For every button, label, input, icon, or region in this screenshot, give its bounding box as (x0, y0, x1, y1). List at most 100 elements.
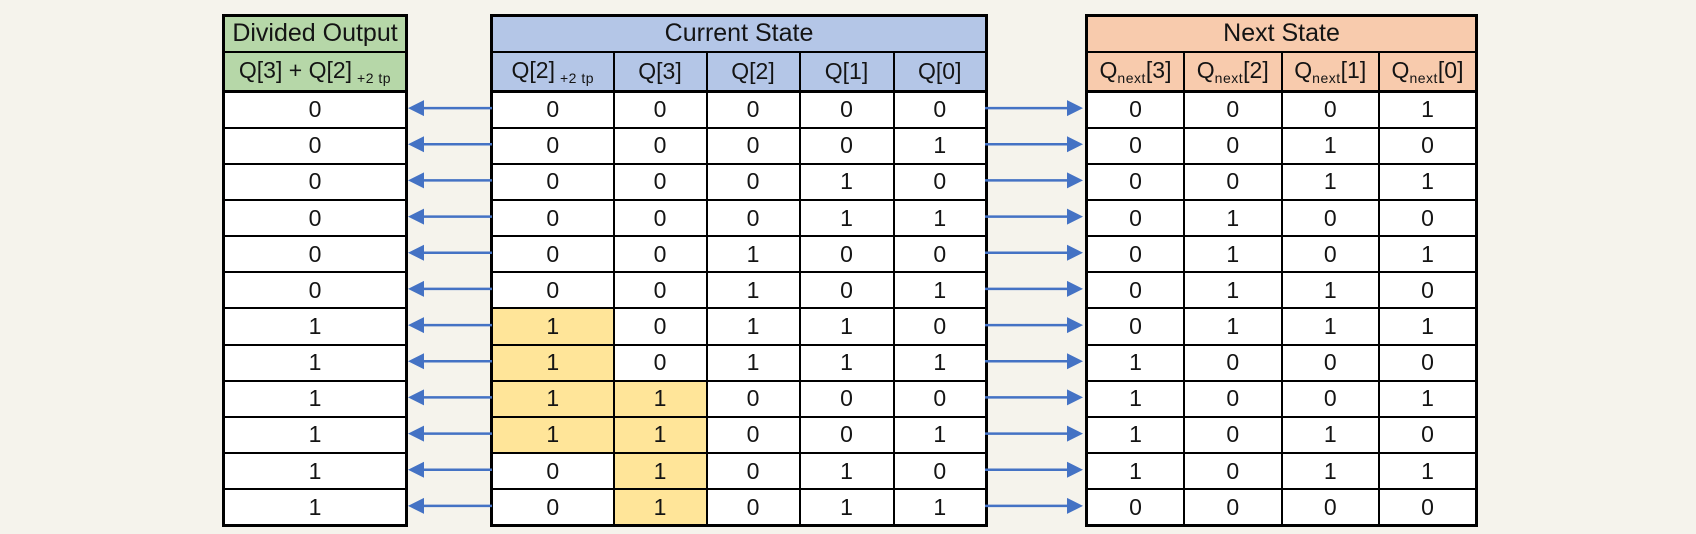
bit-cell: 1 (1378, 162, 1478, 201)
bit-cell: 1 (1085, 452, 1185, 491)
bit-cell: 1 (798, 343, 895, 382)
table-row: 0 (222, 126, 408, 165)
bit-cell: 0 (612, 271, 708, 310)
left-arrow-icon (408, 389, 492, 406)
left-arrow-icon (408, 425, 492, 442)
bit-cell: 0 (705, 379, 801, 418)
bit-cell: 0 (222, 162, 408, 201)
column-header: Q[1] (798, 50, 895, 93)
bit-cell: 1 (892, 488, 988, 527)
bit-cell: 0 (612, 198, 708, 238)
left-arrow-icon (408, 280, 492, 297)
left-arrow-icon (408, 461, 492, 478)
bit-cell: 1 (798, 452, 895, 491)
bit-cell: 0 (612, 126, 708, 165)
left-arrow-icon (408, 317, 492, 334)
bit-cell: 0 (1280, 379, 1380, 418)
bit-cell: 1 (1085, 343, 1185, 382)
bit-cell: 1 (612, 415, 708, 455)
current-state-header-row: Q[2] +2 tp Q[3] Q[2] Q[1] Q[0] (490, 50, 988, 93)
column-header: Q[0] (892, 50, 988, 93)
left-arrow-icon (408, 172, 492, 189)
bit-cell: 0 (612, 162, 708, 201)
bit-cell: 0 (1085, 488, 1185, 527)
column-header: Q[2] +2 tp (490, 50, 615, 93)
right-arrow-icon (985, 244, 1083, 261)
bit-cell: 0 (490, 198, 615, 238)
bit-cell: 1 (798, 198, 895, 238)
bit-cell: 1 (490, 307, 615, 346)
right-arrow-icon (985, 136, 1083, 153)
column-header: Qnext[0] (1378, 50, 1478, 93)
bit-cell: 1 (1378, 90, 1478, 129)
bit-cell: 1 (490, 415, 615, 455)
right-arrow-icon (985, 389, 1083, 406)
bit-cell: 0 (1085, 307, 1185, 346)
bit-cell: 0 (1183, 379, 1283, 418)
bit-cell: 1 (1280, 415, 1380, 455)
bit-cell: 0 (705, 162, 801, 201)
bit-cell: 1 (1280, 307, 1380, 346)
left-arrow-icon (408, 353, 492, 370)
bit-cell: 1 (1280, 162, 1380, 201)
bit-cell: 0 (612, 343, 708, 382)
bit-cell: 0 (1378, 343, 1478, 382)
bit-cell: 1 (1378, 379, 1478, 418)
column-header: Qnext[2] (1183, 50, 1283, 93)
bit-cell: 1 (222, 415, 408, 455)
bit-cell: 0 (1280, 198, 1380, 238)
bit-cell: 1 (1378, 235, 1478, 274)
bit-cell: 1 (892, 343, 988, 382)
bit-cell: 1 (490, 343, 615, 382)
bit-cell: 0 (1183, 488, 1283, 527)
table-row: 1 (222, 343, 408, 382)
right-arrow-icon (985, 353, 1083, 370)
bit-cell: 1 (1280, 271, 1380, 310)
right-arrow-icon (985, 208, 1083, 225)
bit-cell: 0 (892, 162, 988, 201)
right-arrow-icon (985, 172, 1083, 189)
bit-cell: 0 (490, 126, 615, 165)
bit-cell: 1 (222, 343, 408, 382)
bit-cell: 1 (705, 307, 801, 346)
bit-cell: 0 (798, 126, 895, 165)
table-row: 0 (222, 90, 408, 129)
bit-cell: 0 (892, 307, 988, 346)
bit-cell: 0 (222, 126, 408, 165)
table-row: 1 (222, 307, 408, 346)
bit-cell: 0 (1183, 415, 1283, 455)
bit-cell: 0 (1085, 235, 1185, 274)
table-row: 1 (222, 379, 408, 418)
bit-cell: 1 (1280, 126, 1380, 165)
bit-cell: 0 (892, 90, 988, 129)
bit-cell: 0 (1183, 162, 1283, 201)
bit-cell: 0 (222, 198, 408, 238)
bit-cell: 0 (1183, 90, 1283, 129)
bit-cell: 1 (798, 488, 895, 527)
current-to-divided-arrows (408, 100, 492, 514)
bit-cell: 1 (1280, 452, 1380, 491)
bit-cell: 0 (612, 235, 708, 274)
table-row: 0 (222, 162, 408, 201)
bit-cell: 0 (490, 271, 615, 310)
table-row: 0 (222, 198, 408, 238)
bit-cell: 1 (1378, 307, 1478, 346)
bit-cell: 0 (1378, 271, 1478, 310)
bit-cell: 1 (1183, 235, 1283, 274)
